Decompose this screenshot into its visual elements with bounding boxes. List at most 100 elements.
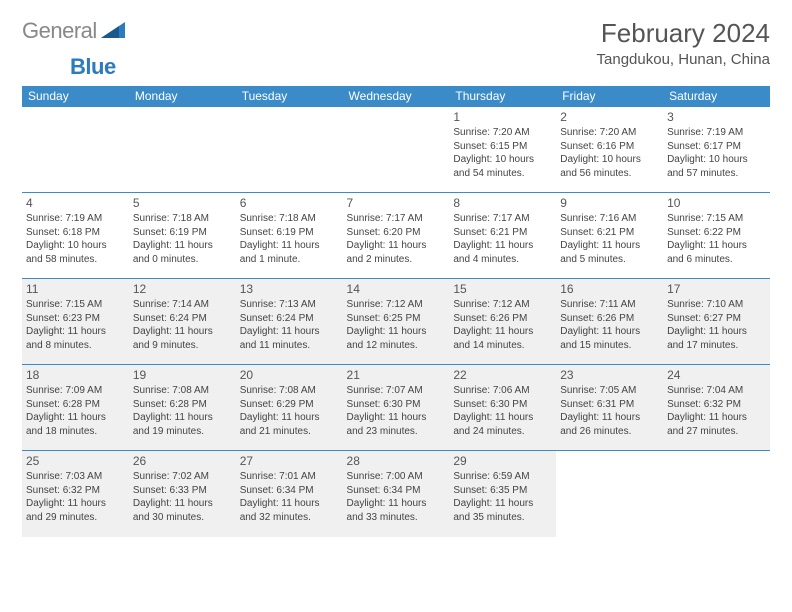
sunset-line: Sunset: 6:15 PM: [453, 140, 552, 154]
sunrise-line: Sunrise: 7:18 AM: [133, 212, 232, 226]
daylight-line: Daylight: 11 hours and 29 minutes.: [26, 497, 125, 524]
day-number: 2: [560, 109, 659, 125]
sunrise-line: Sunrise: 7:11 AM: [560, 298, 659, 312]
day-number: 13: [240, 281, 339, 297]
sunrise-line: Sunrise: 7:13 AM: [240, 298, 339, 312]
daylight-line: Daylight: 11 hours and 23 minutes.: [347, 411, 446, 438]
sunset-line: Sunset: 6:24 PM: [240, 312, 339, 326]
sunrise-line: Sunrise: 7:04 AM: [667, 384, 766, 398]
sunrise-line: Sunrise: 7:12 AM: [453, 298, 552, 312]
month-title: February 2024: [597, 18, 770, 49]
day-number: 21: [347, 367, 446, 383]
calendar-table: SundayMondayTuesdayWednesdayThursdayFrid…: [22, 86, 770, 537]
day-cell: 20Sunrise: 7:08 AMSunset: 6:29 PMDayligh…: [236, 365, 343, 451]
sunset-line: Sunset: 6:20 PM: [347, 226, 446, 240]
sunset-line: Sunset: 6:26 PM: [453, 312, 552, 326]
sunset-line: Sunset: 6:18 PM: [26, 226, 125, 240]
daylight-line: Daylight: 11 hours and 15 minutes.: [560, 325, 659, 352]
day-number: 23: [560, 367, 659, 383]
day-header-wednesday: Wednesday: [343, 86, 450, 107]
sunrise-line: Sunrise: 7:08 AM: [240, 384, 339, 398]
week-row: 11Sunrise: 7:15 AMSunset: 6:23 PMDayligh…: [22, 279, 770, 365]
daylight-line: Daylight: 11 hours and 2 minutes.: [347, 239, 446, 266]
sunset-line: Sunset: 6:28 PM: [26, 398, 125, 412]
day-cell: 28Sunrise: 7:00 AMSunset: 6:34 PMDayligh…: [343, 451, 450, 537]
sunset-line: Sunset: 6:35 PM: [453, 484, 552, 498]
sunrise-line: Sunrise: 7:20 AM: [560, 126, 659, 140]
sunset-line: Sunset: 6:30 PM: [453, 398, 552, 412]
sunset-line: Sunset: 6:17 PM: [667, 140, 766, 154]
empty-cell: [129, 107, 236, 193]
sunrise-line: Sunrise: 7:05 AM: [560, 384, 659, 398]
sunset-line: Sunset: 6:21 PM: [453, 226, 552, 240]
day-number: 29: [453, 453, 552, 469]
daylight-line: Daylight: 10 hours and 56 minutes.: [560, 153, 659, 180]
daylight-line: Daylight: 11 hours and 17 minutes.: [667, 325, 766, 352]
day-cell: 24Sunrise: 7:04 AMSunset: 6:32 PMDayligh…: [663, 365, 770, 451]
sunset-line: Sunset: 6:21 PM: [560, 226, 659, 240]
daylight-line: Daylight: 11 hours and 14 minutes.: [453, 325, 552, 352]
day-cell: 8Sunrise: 7:17 AMSunset: 6:21 PMDaylight…: [449, 193, 556, 279]
day-number: 20: [240, 367, 339, 383]
day-number: 27: [240, 453, 339, 469]
daylight-line: Daylight: 11 hours and 24 minutes.: [453, 411, 552, 438]
sunset-line: Sunset: 6:32 PM: [26, 484, 125, 498]
week-row: 18Sunrise: 7:09 AMSunset: 6:28 PMDayligh…: [22, 365, 770, 451]
day-cell: 29Sunrise: 6:59 AMSunset: 6:35 PMDayligh…: [449, 451, 556, 537]
daylight-line: Daylight: 10 hours and 57 minutes.: [667, 153, 766, 180]
sunrise-line: Sunrise: 7:08 AM: [133, 384, 232, 398]
daylight-line: Daylight: 11 hours and 1 minute.: [240, 239, 339, 266]
day-number: 25: [26, 453, 125, 469]
day-cell: 3Sunrise: 7:19 AMSunset: 6:17 PMDaylight…: [663, 107, 770, 193]
sunrise-line: Sunrise: 7:17 AM: [453, 212, 552, 226]
sunset-line: Sunset: 6:34 PM: [347, 484, 446, 498]
day-number: 26: [133, 453, 232, 469]
day-cell: 12Sunrise: 7:14 AMSunset: 6:24 PMDayligh…: [129, 279, 236, 365]
daylight-line: Daylight: 11 hours and 12 minutes.: [347, 325, 446, 352]
title-block: February 2024 Tangdukou, Hunan, China: [597, 18, 770, 68]
logo: General: [22, 18, 127, 44]
day-header-monday: Monday: [129, 86, 236, 107]
day-cell: 22Sunrise: 7:06 AMSunset: 6:30 PMDayligh…: [449, 365, 556, 451]
day-cell: 14Sunrise: 7:12 AMSunset: 6:25 PMDayligh…: [343, 279, 450, 365]
day-cell: 13Sunrise: 7:13 AMSunset: 6:24 PMDayligh…: [236, 279, 343, 365]
daylight-line: Daylight: 11 hours and 8 minutes.: [26, 325, 125, 352]
sunrise-line: Sunrise: 7:19 AM: [26, 212, 125, 226]
daylight-line: Daylight: 11 hours and 11 minutes.: [240, 325, 339, 352]
day-cell: 17Sunrise: 7:10 AMSunset: 6:27 PMDayligh…: [663, 279, 770, 365]
day-number: 3: [667, 109, 766, 125]
sunrise-line: Sunrise: 7:09 AM: [26, 384, 125, 398]
day-header-sunday: Sunday: [22, 86, 129, 107]
sunset-line: Sunset: 6:26 PM: [560, 312, 659, 326]
sunset-line: Sunset: 6:24 PM: [133, 312, 232, 326]
sunrise-line: Sunrise: 7:07 AM: [347, 384, 446, 398]
sunset-line: Sunset: 6:29 PM: [240, 398, 339, 412]
logo-triangle-icon: [101, 22, 125, 43]
sunset-line: Sunset: 6:25 PM: [347, 312, 446, 326]
day-number: 8: [453, 195, 552, 211]
sunrise-line: Sunrise: 7:16 AM: [560, 212, 659, 226]
day-cell: 2Sunrise: 7:20 AMSunset: 6:16 PMDaylight…: [556, 107, 663, 193]
sunrise-line: Sunrise: 6:59 AM: [453, 470, 552, 484]
sunrise-line: Sunrise: 7:17 AM: [347, 212, 446, 226]
week-row: 1Sunrise: 7:20 AMSunset: 6:15 PMDaylight…: [22, 107, 770, 193]
day-cell: 18Sunrise: 7:09 AMSunset: 6:28 PMDayligh…: [22, 365, 129, 451]
day-number: 10: [667, 195, 766, 211]
sunrise-line: Sunrise: 7:10 AM: [667, 298, 766, 312]
location: Tangdukou, Hunan, China: [597, 51, 770, 68]
day-number: 12: [133, 281, 232, 297]
day-cell: 19Sunrise: 7:08 AMSunset: 6:28 PMDayligh…: [129, 365, 236, 451]
empty-cell: [22, 107, 129, 193]
day-number: 22: [453, 367, 552, 383]
sunset-line: Sunset: 6:27 PM: [667, 312, 766, 326]
sunrise-line: Sunrise: 7:01 AM: [240, 470, 339, 484]
sunset-line: Sunset: 6:30 PM: [347, 398, 446, 412]
sunset-line: Sunset: 6:16 PM: [560, 140, 659, 154]
daylight-line: Daylight: 11 hours and 9 minutes.: [133, 325, 232, 352]
logo-word2: Blue: [70, 54, 116, 80]
day-number: 7: [347, 195, 446, 211]
daylight-line: Daylight: 10 hours and 58 minutes.: [26, 239, 125, 266]
day-cell: 9Sunrise: 7:16 AMSunset: 6:21 PMDaylight…: [556, 193, 663, 279]
sunset-line: Sunset: 6:28 PM: [133, 398, 232, 412]
day-number: 17: [667, 281, 766, 297]
